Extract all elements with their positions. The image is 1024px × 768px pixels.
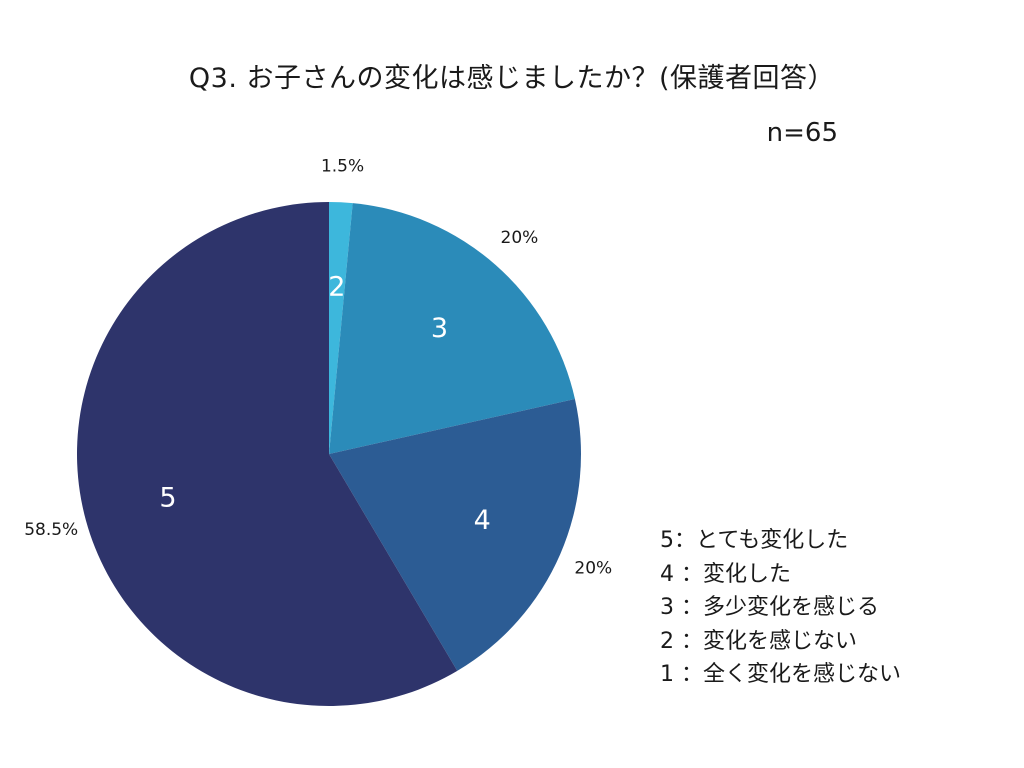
- slice-label-5: 5: [159, 483, 176, 514]
- legend: 5：とても変化した 4 ：変化した 3 ：多少変化を感じる 2 ：変化を感じない…: [660, 524, 901, 692]
- pie-slice-5: [77, 202, 458, 706]
- slice-label-3: 3: [431, 313, 448, 344]
- pie-slice-2: [329, 202, 353, 454]
- slice-label-4: 4: [474, 505, 491, 536]
- pie-slice-3: [329, 203, 575, 454]
- legend-item-5: 5：とても変化した: [660, 528, 849, 553]
- slice-label-2: 2: [328, 272, 345, 303]
- percent-label-5: 58.5%: [24, 520, 78, 540]
- percent-label-4: 20%: [574, 558, 612, 578]
- legend-item-3: 3 ：多少変化を感じる: [660, 595, 879, 620]
- percent-label-2: 1.5%: [321, 156, 364, 176]
- legend-item-4: 4 ：変化した: [660, 561, 791, 587]
- sample-size-label: n=65: [766, 118, 838, 148]
- legend-item-2: 2 ：変化を感じない: [660, 628, 857, 654]
- percent-label-3: 20%: [501, 228, 539, 248]
- chart-title: Q3. お子さんの変化は感じましたか？(保護者回答）: [188, 63, 836, 94]
- legend-item-1: 1 ：全く変化を感じない: [660, 662, 901, 687]
- pie-slice-4: [329, 399, 581, 671]
